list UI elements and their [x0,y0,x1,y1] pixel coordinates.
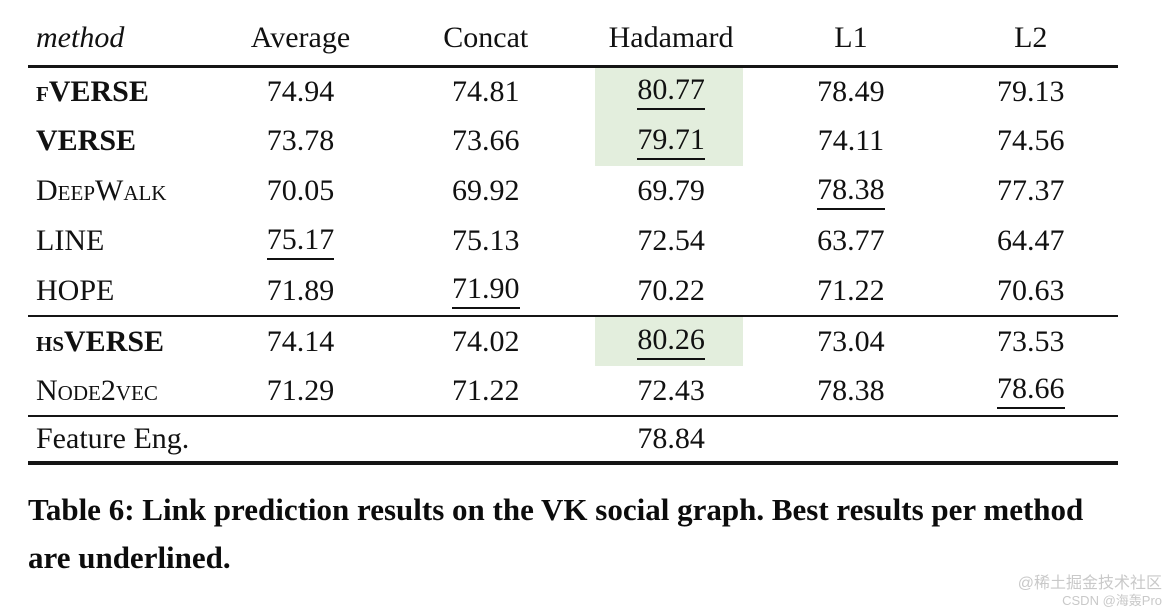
link-prediction-results-table: method Average Concat Hadamard L1 L2 fVE… [28,12,1118,465]
table-caption: Table 6: Link prediction results on the … [28,492,1084,575]
cell-average: 74.14 [266,324,335,358]
cell-l1: 78.38 [758,166,943,216]
table-row-feature-eng: Feature Eng. 78.84 [28,416,1118,463]
column-header-concat: Concat [443,21,529,55]
column-header-average: Average [250,21,351,55]
cell-l2: 70.63 [997,273,1065,307]
cell-l2: 78.66 [944,366,1118,416]
cell-concat: 74.02 [452,324,520,358]
method-name: LINE [36,224,105,257]
cell-hadamard: 78.84 [637,422,705,455]
watermark-line2: CSDN @海轰Pro [1062,592,1162,608]
cell-l2: 74.56 [997,124,1065,157]
table-row-deepwalk: DeepWalk 70.05 69.92 69.79 78.38 77.37 [28,166,1118,216]
cell-l1: 78.49 [817,74,885,108]
column-header-hadamard: Hadamard [608,21,734,55]
method-name: Feature Eng. [36,422,190,455]
table-row-verse: VERSE 73.78 73.66 79.71 74.11 74.56 [28,116,1118,166]
cell-concat: 71.22 [452,373,520,407]
method-name: Node2vec [36,373,158,407]
method-name: DeepWalk [36,174,167,207]
cell-hadamard: 69.79 [637,174,705,207]
cell-concat: 71.90 [388,266,584,316]
cell-average: 70.05 [266,174,335,207]
cell-average [213,416,387,463]
watermark: @稀土掘金技术社区 CSDN @海轰Pro [1018,575,1162,608]
table-row-node2vec: Node2vec 71.29 71.22 72.43 78.38 78.66 [28,366,1118,416]
cell-l1: 73.04 [817,324,885,358]
table-row-hsverse: hsVERSE 74.14 74.02 80.26 73.04 73.53 [28,316,1118,366]
watermark-line1: @稀土掘金技术社区 [1017,575,1162,593]
cell-hadamard-highlighted: 79.71 [583,116,759,166]
cell-l2: 77.37 [997,174,1065,207]
cell-hadamard: 70.22 [637,273,705,307]
cell-average: 71.89 [266,273,335,307]
column-header-l2: L2 [1014,21,1048,55]
method-name: fVERSE [36,74,149,108]
cell-average: 75.17 [213,216,387,266]
column-header-method: method [36,21,125,55]
cell-l1 [758,416,943,463]
cell-average: 71.29 [266,373,335,407]
table-row-line: LINE 75.17 75.13 72.54 63.77 64.47 [28,216,1118,266]
cell-l1: 78.38 [817,373,885,407]
cell-hadamard: 72.54 [637,224,705,257]
cell-average: 74.94 [266,74,335,108]
cell-l2: 79.13 [997,74,1065,108]
cell-l1: 63.77 [817,224,885,257]
cell-hadamard-highlighted: 80.77 [583,66,759,116]
cell-concat: 75.13 [452,224,520,257]
cell-l2: 64.47 [997,224,1065,257]
cell-concat: 69.92 [452,174,520,207]
cell-hadamard-highlighted: 80.26 [583,316,759,366]
cell-average: 73.78 [266,124,335,157]
cell-l1: 74.11 [817,124,885,157]
cell-l2 [944,416,1118,463]
method-name: hsVERSE [36,324,165,358]
table-row-hope: HOPE 71.89 71.90 70.22 71.22 70.63 [28,266,1118,316]
cell-hadamard: 72.43 [637,373,705,407]
cell-concat: 74.81 [452,74,520,108]
table-row-fverse: fVERSE 74.94 74.81 80.77 78.49 79.13 [28,66,1118,116]
cell-concat [388,416,584,463]
header-row: method Average Concat Hadamard L1 L2 [28,12,1118,66]
cell-concat: 73.66 [452,124,520,157]
column-header-l1: L1 [834,21,868,55]
method-name: HOPE [36,273,115,307]
cell-l2: 73.53 [997,324,1065,358]
method-name: VERSE [36,124,137,157]
cell-l1: 71.22 [817,273,885,307]
